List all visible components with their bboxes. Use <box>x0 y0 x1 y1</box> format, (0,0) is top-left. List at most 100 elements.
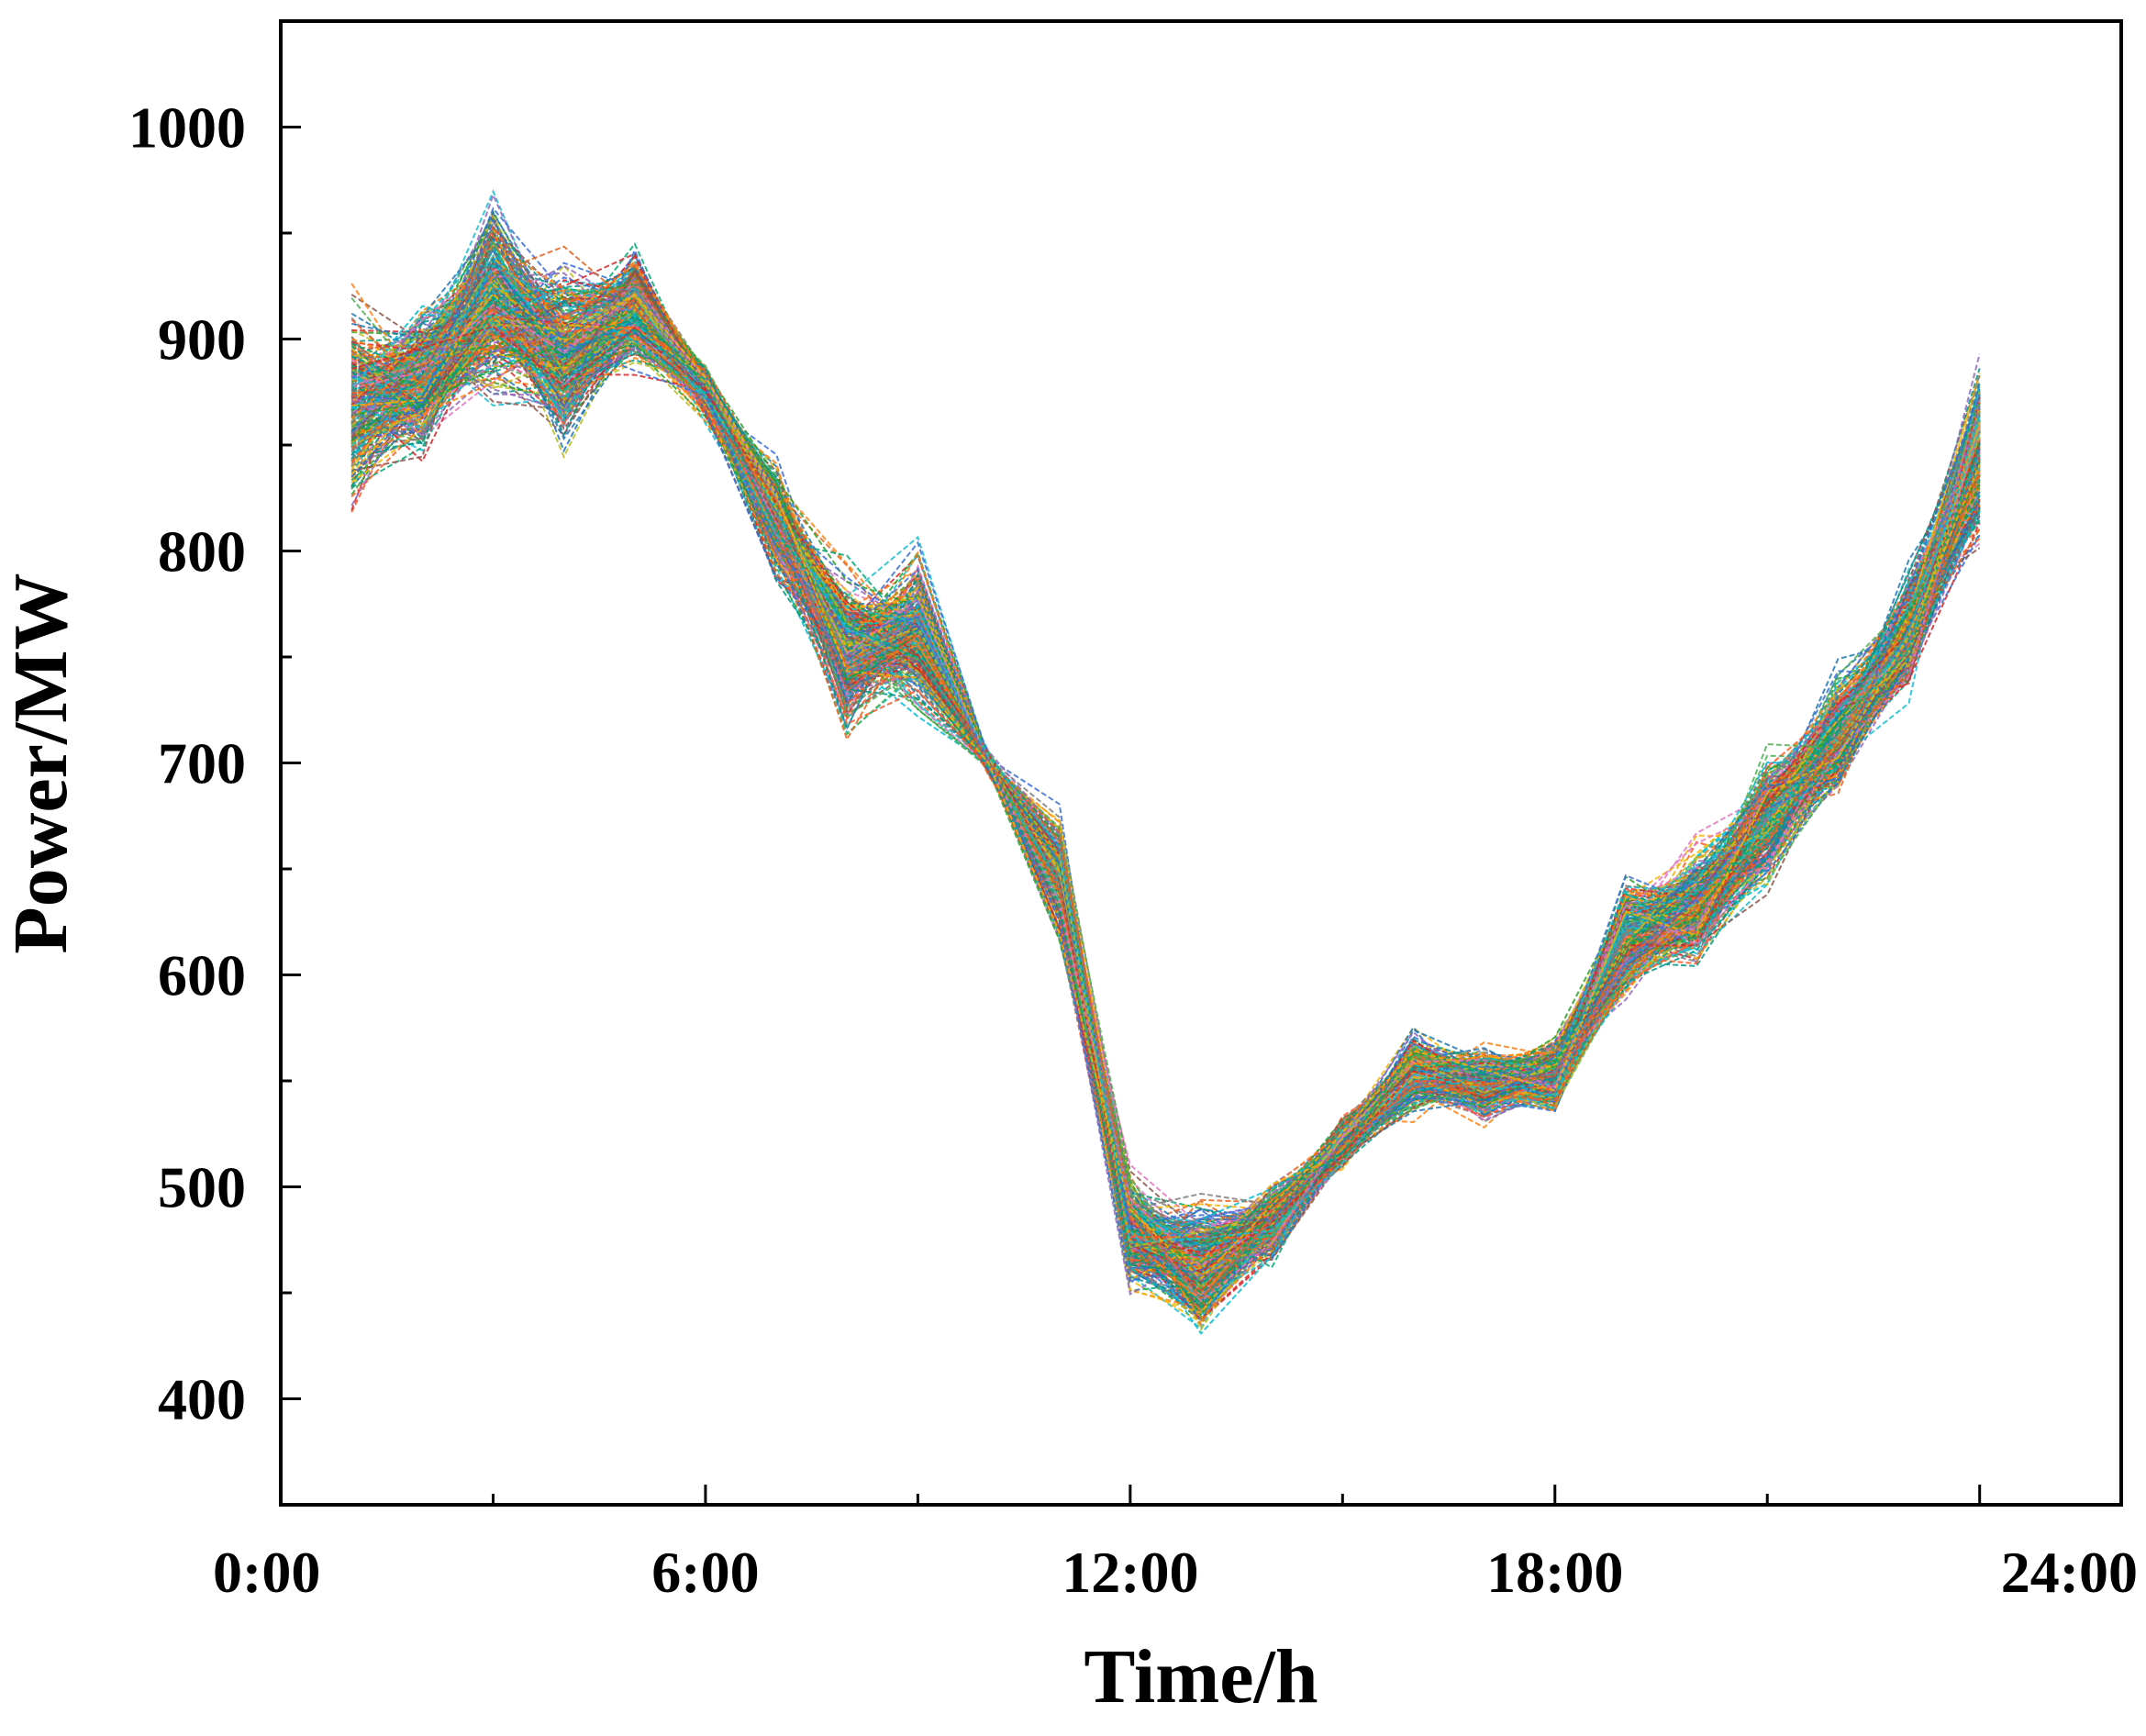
scenario-line <box>350 316 1981 1260</box>
scenario-line <box>350 328 1981 1265</box>
axis-ticks-group <box>279 126 1982 1505</box>
scenario-line <box>350 289 1981 1268</box>
scenario-line <box>350 292 1981 1303</box>
scenario-line <box>350 260 1981 1239</box>
scenario-line <box>350 237 1981 1280</box>
scenario-line <box>350 276 1981 1263</box>
scenario-line <box>351 310 1981 1242</box>
scenario-line <box>350 266 1981 1296</box>
scenario-line <box>351 320 1981 1301</box>
scenario-line <box>351 323 1981 1259</box>
scenario-line <box>350 313 1981 1283</box>
scenario-line <box>350 302 1981 1289</box>
scenario-line <box>350 332 1981 1278</box>
scenario-line <box>350 281 1981 1303</box>
scenario-line <box>350 296 1981 1252</box>
scenario-line <box>351 311 1981 1254</box>
y-tick-label: 400 <box>158 1367 246 1432</box>
scenario-line <box>351 277 1981 1270</box>
scenario-line <box>350 274 1981 1251</box>
scenario-line <box>350 289 1981 1300</box>
scenario-line <box>350 330 1981 1234</box>
scenario-line <box>350 297 1981 1252</box>
scenario-line <box>351 334 1981 1294</box>
scenario-line <box>350 250 1981 1257</box>
scenario-line <box>350 252 1981 1240</box>
scenario-line <box>351 260 1981 1265</box>
scenario-line <box>350 259 1981 1292</box>
scenario-line <box>350 264 1981 1279</box>
scenario-line <box>350 314 1981 1232</box>
scenario-series-group <box>350 189 1981 1335</box>
scenario-line <box>350 281 1981 1273</box>
scenario-line <box>350 285 1981 1274</box>
scenario-line <box>350 268 1981 1243</box>
y-tick-label: 700 <box>158 731 246 796</box>
scenario-line <box>350 266 1981 1317</box>
scenario-line <box>350 262 1981 1252</box>
scenario-line <box>350 277 1981 1246</box>
scenario-line <box>350 299 1981 1315</box>
scenario-line <box>350 273 1981 1297</box>
scenario-line <box>351 260 1981 1277</box>
scenario-line <box>350 283 1981 1280</box>
scenario-line <box>350 302 1981 1292</box>
scenario-line <box>351 283 1981 1281</box>
scenario-line <box>350 286 1981 1259</box>
scenario-line <box>350 313 1981 1285</box>
scenario-line <box>350 246 1981 1243</box>
scenario-line <box>350 301 1981 1281</box>
scenario-line <box>350 315 1981 1258</box>
scenario-line <box>350 253 1981 1265</box>
scenario-line <box>350 247 1981 1283</box>
scenario-line <box>350 287 1981 1280</box>
scenario-line <box>351 271 1981 1250</box>
scenario-line <box>350 262 1981 1263</box>
scenario-line <box>350 272 1981 1257</box>
scenario-line <box>350 286 1981 1248</box>
x-tick-labels: 0:00 6:00 12:00 18:00 24:00 <box>213 1540 2138 1605</box>
scenario-line <box>350 291 1981 1258</box>
scenario-line <box>350 298 1981 1276</box>
scenario-line <box>350 288 1981 1263</box>
scenario-line <box>350 265 1981 1271</box>
scenario-line <box>350 282 1981 1303</box>
scenario-line <box>350 309 1981 1320</box>
scenario-line <box>350 311 1981 1281</box>
scenario-line <box>351 296 1981 1268</box>
scenario-line <box>350 225 1981 1241</box>
scenario-line <box>351 265 1981 1327</box>
scenario-line <box>350 240 1981 1266</box>
scenario-line <box>351 264 1981 1263</box>
scenario-line <box>350 318 1981 1270</box>
scenario-line <box>350 277 1981 1280</box>
scenario-line <box>350 279 1981 1285</box>
scenario-line <box>350 307 1981 1284</box>
scenario-line <box>350 324 1981 1282</box>
scenario-line <box>350 284 1981 1308</box>
scenario-line <box>350 276 1981 1276</box>
scenario-line <box>350 273 1981 1244</box>
scenario-line <box>350 268 1981 1296</box>
scenario-line <box>350 274 1981 1285</box>
scenario-line <box>350 269 1981 1301</box>
scenario-line <box>350 273 1981 1254</box>
scenario-line <box>350 259 1981 1315</box>
scenario-line <box>350 269 1981 1262</box>
scenario-line <box>350 262 1981 1260</box>
scenario-line <box>350 263 1981 1279</box>
scenario-line <box>351 295 1981 1295</box>
scenario-line <box>350 265 1981 1273</box>
scenario-line <box>350 328 1981 1256</box>
x-tick-label: 24:00 <box>2001 1540 2138 1605</box>
scenario-line <box>350 302 1981 1258</box>
scenario-line <box>350 264 1981 1235</box>
y-tick-label: 500 <box>158 1155 246 1220</box>
y-axis-title: Power/MW <box>0 573 83 953</box>
scenario-line <box>350 298 1981 1235</box>
scenario-line <box>350 294 1981 1276</box>
y-tick-label: 800 <box>158 519 246 584</box>
scenario-line <box>350 283 1981 1264</box>
scenario-line <box>350 275 1981 1262</box>
